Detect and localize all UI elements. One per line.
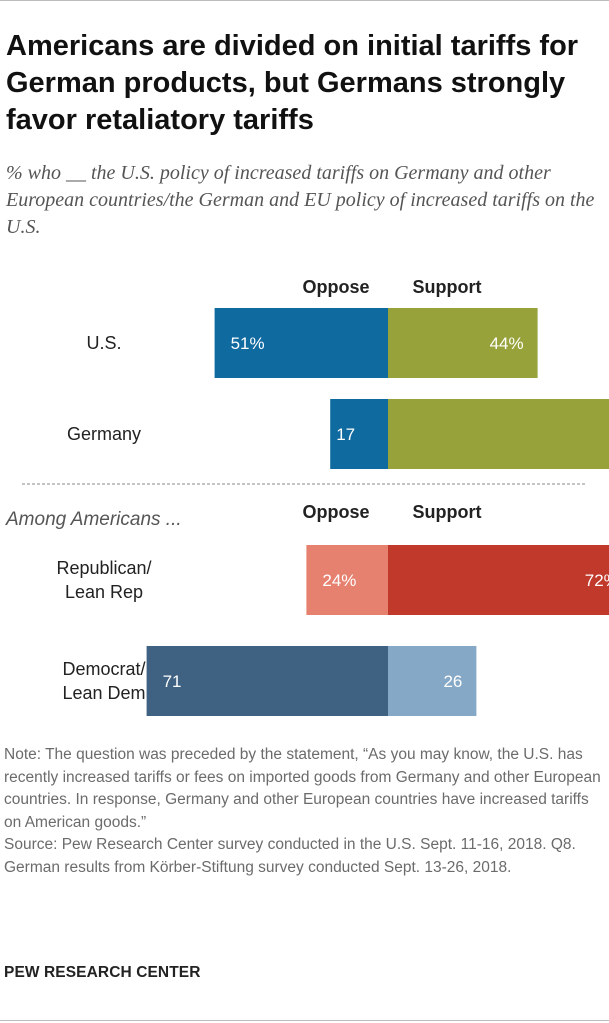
bar-support bbox=[388, 646, 476, 716]
data-label-oppose: 51% bbox=[231, 334, 265, 353]
data-label-support: 26 bbox=[443, 672, 462, 691]
category-label: Lean Dem bbox=[62, 683, 145, 703]
data-label-oppose: 17 bbox=[336, 425, 355, 444]
data-label-oppose: 24% bbox=[322, 571, 356, 590]
bar-row: U.S. 51% 44% bbox=[86, 308, 537, 378]
column-header-support: Support bbox=[413, 277, 482, 297]
note-text: Note: The question was preceded by the s… bbox=[4, 744, 604, 834]
category-label: Democrat/ bbox=[62, 659, 145, 679]
bar-row: Germany1778 bbox=[67, 399, 609, 469]
data-label-oppose: 71 bbox=[163, 672, 182, 691]
chart-panel-2: Among Americans ... Oppose Support Republic… bbox=[5, 502, 609, 716]
chart-panel-1: OpposeSupportU.S.51%44%Germany1778 bbox=[67, 277, 609, 469]
pew-logo: PEW RESEARCH CENTER bbox=[4, 964, 201, 982]
group-label: Among Americans ... bbox=[5, 509, 182, 530]
bar-oppose bbox=[147, 646, 388, 716]
bar-row: Democrat/Lean Dem 71 26 bbox=[62, 646, 476, 716]
bottom-rule bbox=[0, 1020, 609, 1021]
bar-support bbox=[388, 399, 609, 469]
footnote: Note: The question was preceded by the s… bbox=[4, 744, 604, 879]
column-header-support: Support bbox=[413, 502, 482, 522]
data-label-support: 72% bbox=[585, 571, 609, 590]
bar-support bbox=[388, 545, 609, 615]
bar-row: Republican/Lean Rep 24% 72% bbox=[56, 545, 609, 615]
column-header-oppose: Oppose bbox=[302, 502, 369, 522]
category-label: Republican/ bbox=[56, 558, 151, 578]
category-label: U.S. bbox=[86, 333, 121, 353]
data-label-support: 44% bbox=[490, 334, 524, 353]
category-label: Lean Rep bbox=[65, 582, 143, 602]
column-header-oppose: Oppose bbox=[302, 277, 369, 297]
source-text: Source: Pew Research Center survey condu… bbox=[4, 834, 604, 879]
category-label: Germany bbox=[67, 424, 141, 444]
